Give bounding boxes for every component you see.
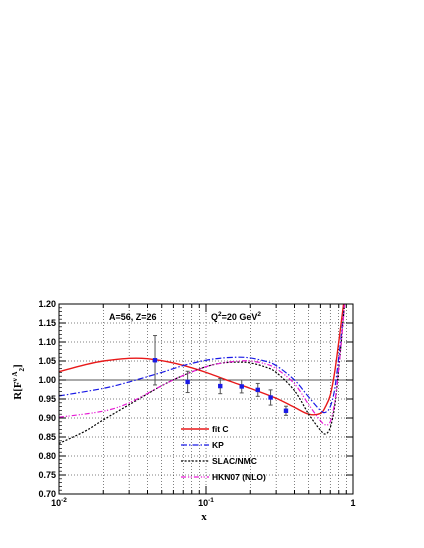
nucleus-annotation: A=56, Z=26 <box>109 312 157 322</box>
data-point <box>185 379 190 385</box>
y-tick-label: 0.85 <box>38 432 56 442</box>
data-point <box>218 383 223 389</box>
y-tick-label: 0.70 <box>38 489 56 499</box>
data-point <box>152 358 158 363</box>
q2-annotation: Q2=20 GeV2 <box>211 311 261 322</box>
y-tick-label: 1.15 <box>38 318 56 328</box>
series-line-kp <box>59 304 346 414</box>
y-tick-label: 0.80 <box>38 451 56 461</box>
y-tick-label: 1.10 <box>38 337 56 347</box>
data-point <box>283 408 289 413</box>
y-axis-title: R[Fν A2] <box>11 364 26 399</box>
series-layer <box>59 304 346 445</box>
data-point <box>255 387 260 393</box>
y-tick-label: 1.05 <box>38 356 56 366</box>
y-axis-ticks: 0.70 0.75 0.80 0.85 0.90 0.95 1.00 1.05 1.10 1.15… <box>38 299 353 499</box>
legend-label: fit C <box>212 424 229 434</box>
y-tick-label: 1.00 <box>38 375 56 385</box>
x-axis-ticks: 10-2 10-1 1 <box>51 304 356 508</box>
x-tick-label: 1 <box>350 498 355 508</box>
legend-label: SLAC/NMC <box>212 456 257 466</box>
data-point <box>268 395 273 400</box>
x-axis-title: x <box>201 511 207 523</box>
series-line-fit-c <box>59 304 345 416</box>
legend-label: KP <box>212 440 224 450</box>
y-tick-label: 0.75 <box>38 470 56 480</box>
legend-label: HKN07 (NLO) <box>212 472 266 482</box>
series-line-hkn07-nlo <box>59 304 346 426</box>
data-points-layer <box>152 335 289 416</box>
y-tick-label: 0.95 <box>38 394 56 404</box>
series-line-slac-nmc <box>59 304 346 445</box>
x-tick-label: 10-2 <box>51 497 67 508</box>
data-point <box>239 384 244 389</box>
y-tick-label: 0.90 <box>38 413 56 423</box>
x-tick-label: 10-1 <box>198 497 214 508</box>
y-tick-label: 1.20 <box>38 299 56 309</box>
legend: fit C KP SLAC/NMC HKN07 (NLO) <box>181 424 266 482</box>
